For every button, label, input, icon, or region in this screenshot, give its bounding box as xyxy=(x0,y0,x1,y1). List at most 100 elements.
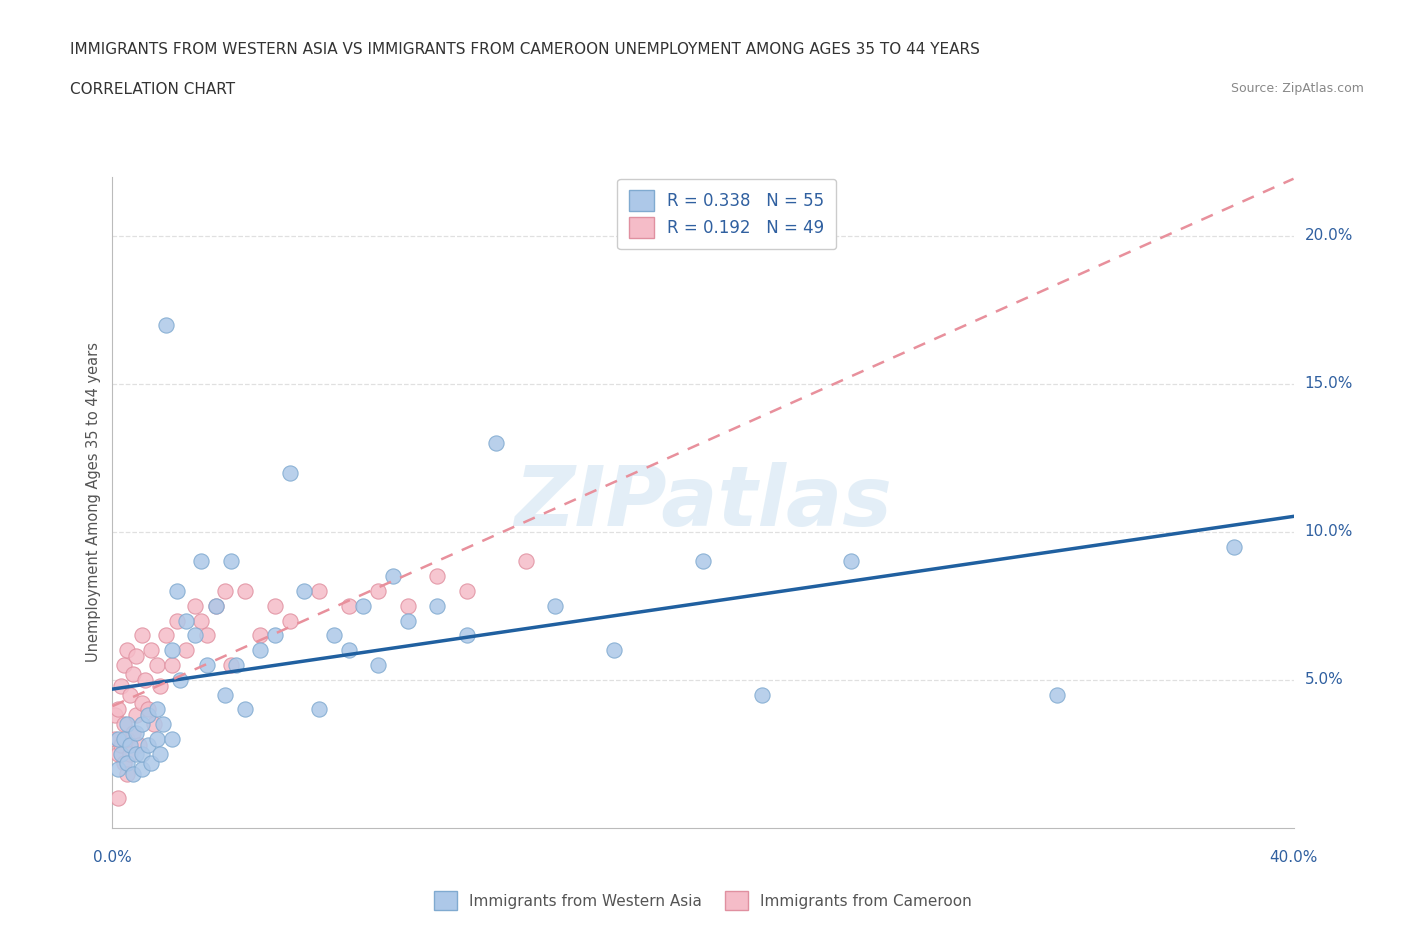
Text: IMMIGRANTS FROM WESTERN ASIA VS IMMIGRANTS FROM CAMEROON UNEMPLOYMENT AMONG AGES: IMMIGRANTS FROM WESTERN ASIA VS IMMIGRAN… xyxy=(70,42,980,57)
Point xyxy=(292,583,315,598)
Point xyxy=(205,598,228,613)
Point xyxy=(146,702,169,717)
Point xyxy=(1223,539,1246,554)
Point xyxy=(214,687,236,702)
Point xyxy=(155,317,177,332)
Text: CORRELATION CHART: CORRELATION CHART xyxy=(70,82,235,97)
Point xyxy=(426,569,449,584)
Point xyxy=(367,583,389,598)
Text: 20.0%: 20.0% xyxy=(1305,229,1353,244)
Point xyxy=(264,628,287,643)
Point xyxy=(131,696,153,711)
Text: 10.0%: 10.0% xyxy=(1305,525,1353,539)
Point xyxy=(485,435,508,450)
Point xyxy=(692,554,714,569)
Point xyxy=(1046,687,1069,702)
Legend: R = 0.338   N = 55, R = 0.192   N = 49: R = 0.338 N = 55, R = 0.192 N = 49 xyxy=(617,179,837,249)
Point xyxy=(278,613,301,628)
Point xyxy=(110,746,132,761)
Point xyxy=(152,717,174,732)
Point xyxy=(219,554,242,569)
Point xyxy=(160,643,183,658)
Point xyxy=(149,678,172,693)
Text: 5.0%: 5.0% xyxy=(1305,672,1343,687)
Point xyxy=(544,598,567,613)
Point xyxy=(122,725,145,740)
Point xyxy=(125,725,148,740)
Point xyxy=(308,702,330,717)
Point xyxy=(142,717,165,732)
Point xyxy=(136,708,159,723)
Point xyxy=(107,761,129,776)
Y-axis label: Unemployment Among Ages 35 to 44 years: Unemployment Among Ages 35 to 44 years xyxy=(86,342,101,662)
Point xyxy=(225,658,247,672)
Point xyxy=(120,687,142,702)
Point xyxy=(308,583,330,598)
Point xyxy=(146,658,169,672)
Point xyxy=(195,658,218,672)
Point xyxy=(120,737,142,752)
Point xyxy=(396,613,419,628)
Point xyxy=(149,746,172,761)
Point xyxy=(456,628,478,643)
Point xyxy=(146,732,169,747)
Point xyxy=(131,761,153,776)
Point xyxy=(117,732,138,747)
Point xyxy=(352,598,374,613)
Point xyxy=(139,643,162,658)
Point xyxy=(122,667,145,682)
Point xyxy=(195,628,218,643)
Point xyxy=(839,554,862,569)
Point xyxy=(117,767,138,782)
Point xyxy=(125,648,148,663)
Point xyxy=(249,628,271,643)
Point xyxy=(337,598,360,613)
Point xyxy=(112,755,135,770)
Point xyxy=(515,554,537,569)
Point xyxy=(323,628,346,643)
Point xyxy=(166,583,188,598)
Point xyxy=(107,746,129,761)
Point xyxy=(160,732,183,747)
Point xyxy=(112,658,135,672)
Point xyxy=(104,708,127,723)
Point xyxy=(122,767,145,782)
Point xyxy=(117,643,138,658)
Point xyxy=(214,583,236,598)
Point xyxy=(233,583,256,598)
Text: Source: ZipAtlas.com: Source: ZipAtlas.com xyxy=(1230,82,1364,95)
Point xyxy=(125,746,148,761)
Point xyxy=(278,465,301,480)
Point xyxy=(104,732,127,747)
Text: 15.0%: 15.0% xyxy=(1305,377,1353,392)
Point xyxy=(160,658,183,672)
Point xyxy=(128,737,150,752)
Point xyxy=(107,732,129,747)
Point xyxy=(751,687,773,702)
Point xyxy=(190,613,212,628)
Text: 40.0%: 40.0% xyxy=(1270,850,1317,865)
Point xyxy=(110,737,132,752)
Point xyxy=(184,598,207,613)
Point xyxy=(456,583,478,598)
Point xyxy=(184,628,207,643)
Point xyxy=(112,717,135,732)
Point xyxy=(367,658,389,672)
Point xyxy=(125,708,148,723)
Text: 0.0%: 0.0% xyxy=(93,850,132,865)
Point xyxy=(166,613,188,628)
Point xyxy=(136,702,159,717)
Point xyxy=(337,643,360,658)
Point xyxy=(190,554,212,569)
Point xyxy=(233,702,256,717)
Point xyxy=(110,678,132,693)
Point xyxy=(120,746,142,761)
Point xyxy=(426,598,449,613)
Point xyxy=(249,643,271,658)
Point xyxy=(139,755,162,770)
Point xyxy=(112,732,135,747)
Point xyxy=(174,613,197,628)
Point xyxy=(205,598,228,613)
Point xyxy=(155,628,177,643)
Point xyxy=(169,672,191,687)
